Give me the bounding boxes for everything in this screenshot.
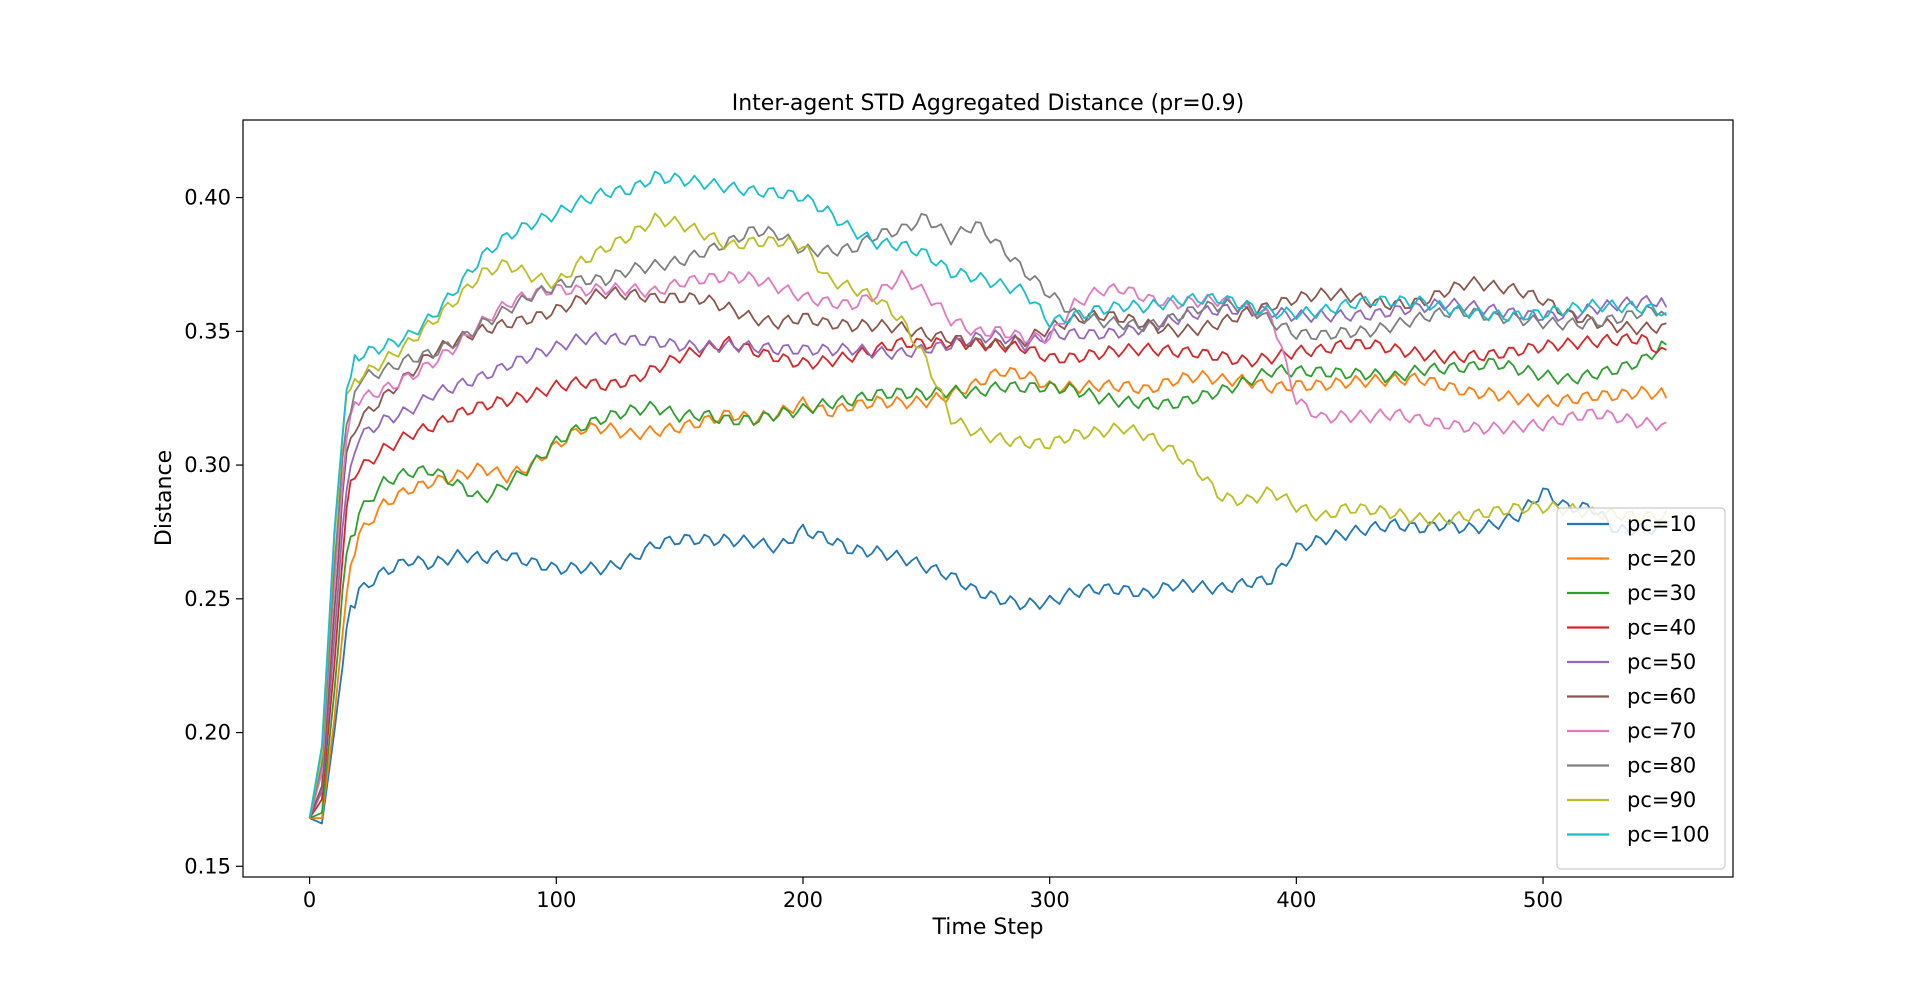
plot-frame bbox=[242, 119, 1734, 878]
series-line-pc-60 bbox=[308, 276, 1667, 819]
legend-label: pc=20 bbox=[1627, 547, 1696, 571]
x-tick-label: 500 bbox=[1523, 888, 1563, 912]
y-tick-label: 0.20 bbox=[184, 721, 231, 745]
legend-label: pc=10 bbox=[1627, 512, 1696, 536]
legend-label: pc=80 bbox=[1627, 754, 1696, 778]
series-line-pc-20 bbox=[309, 366, 1668, 820]
legend-label: pc=40 bbox=[1627, 616, 1696, 640]
x-tick-label: 100 bbox=[536, 888, 576, 912]
series-line-pc-100 bbox=[308, 170, 1667, 819]
y-tick-label: 0.30 bbox=[184, 453, 231, 477]
x-axis: 0 100 200 300 400 500 bbox=[303, 877, 1563, 912]
x-tick-label: 300 bbox=[1030, 888, 1070, 912]
series-line-pc-10 bbox=[309, 487, 1667, 825]
x-tick-label: 200 bbox=[783, 888, 823, 912]
legend-label: pc=70 bbox=[1627, 719, 1696, 743]
series-line-pc-90 bbox=[308, 212, 1668, 819]
legend: pc=10 pc=20 pc=30 pc=40 pc=50 pc=60 pc=70 pc=80… bbox=[1556, 507, 1726, 870]
legend-label: pc=90 bbox=[1627, 788, 1696, 812]
series-line-pc-40 bbox=[308, 333, 1667, 819]
y-tick-label: 0.40 bbox=[184, 186, 231, 210]
x-tick-label: 0 bbox=[303, 888, 316, 912]
legend-label: pc=50 bbox=[1627, 650, 1696, 674]
series-layer bbox=[308, 170, 1668, 825]
series-line-pc-30 bbox=[309, 340, 1667, 820]
x-axis-label: Time Step bbox=[932, 915, 1044, 940]
chart-title: Inter-agent STD Aggregated Distance (pr=… bbox=[732, 91, 1244, 116]
series-line-pc-70 bbox=[308, 269, 1667, 819]
legend-label: pc=60 bbox=[1627, 685, 1696, 709]
plot-area bbox=[308, 170, 1668, 825]
y-tick-label: 0.35 bbox=[184, 319, 231, 343]
legend-label: pc=30 bbox=[1627, 581, 1696, 605]
y-axis: 0.15 0.20 0.25 0.30 0.35 0.40 bbox=[184, 186, 243, 878]
y-tick-label: 0.15 bbox=[184, 854, 231, 878]
series-line-pc-80 bbox=[308, 212, 1667, 819]
x-tick-label: 400 bbox=[1276, 888, 1316, 912]
legend-box bbox=[1556, 507, 1726, 870]
y-axis-label: Distance bbox=[152, 450, 177, 546]
legend-label: pc=100 bbox=[1627, 823, 1710, 847]
y-tick-label: 0.25 bbox=[184, 587, 231, 611]
